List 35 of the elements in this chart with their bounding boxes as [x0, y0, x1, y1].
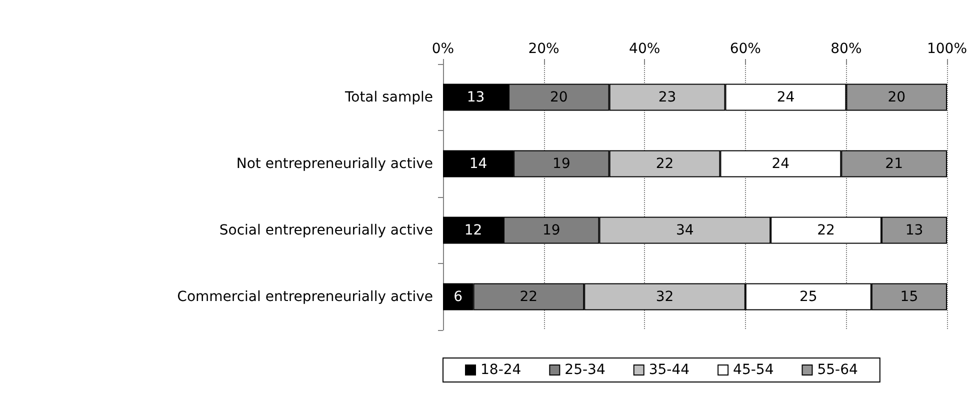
- data-label: 19: [542, 222, 560, 238]
- data-label: 23: [658, 89, 676, 106]
- x-tick-label: 100%: [926, 41, 968, 57]
- legend-label: 55-64: [817, 362, 858, 378]
- legend-label: 25-34: [564, 362, 606, 378]
- legend-label: 45-54: [733, 362, 774, 378]
- x-tick-label: 20%: [528, 41, 560, 57]
- data-label: 24: [772, 156, 790, 172]
- x-tick-label: 0%: [432, 41, 454, 57]
- data-label: 21: [885, 156, 903, 172]
- data-label: 13: [905, 222, 924, 238]
- data-label: 13: [466, 89, 485, 106]
- data-label: 12: [464, 222, 482, 238]
- y-tick-label: Commercial entrepreneurially active: [177, 288, 433, 305]
- data-label: 24: [776, 89, 795, 106]
- data-label: 22: [520, 288, 538, 305]
- data-label: 34: [676, 222, 694, 238]
- data-label: 25: [799, 288, 818, 305]
- data-label: 6: [454, 288, 463, 305]
- data-label: 20: [888, 89, 906, 106]
- x-tick-label: 60%: [730, 41, 761, 57]
- data-label: 19: [552, 156, 570, 172]
- y-tick-label: Social entrepreneurially active: [219, 222, 433, 238]
- data-label: 22: [817, 222, 835, 238]
- legend-label: 35-44: [648, 362, 690, 378]
- data-label: 15: [900, 288, 918, 305]
- data-label: 20: [550, 89, 568, 106]
- y-tick-label: Total sample: [344, 89, 433, 106]
- legend-label: 18-24: [480, 362, 522, 378]
- data-label: 32: [656, 288, 674, 305]
- y-tick-label: Not entrepreneurially active: [236, 156, 433, 172]
- data-label: 22: [656, 156, 674, 172]
- data-label: 14: [469, 156, 488, 172]
- x-tick-label: 40%: [629, 41, 660, 57]
- x-tick-label: 80%: [830, 41, 862, 57]
